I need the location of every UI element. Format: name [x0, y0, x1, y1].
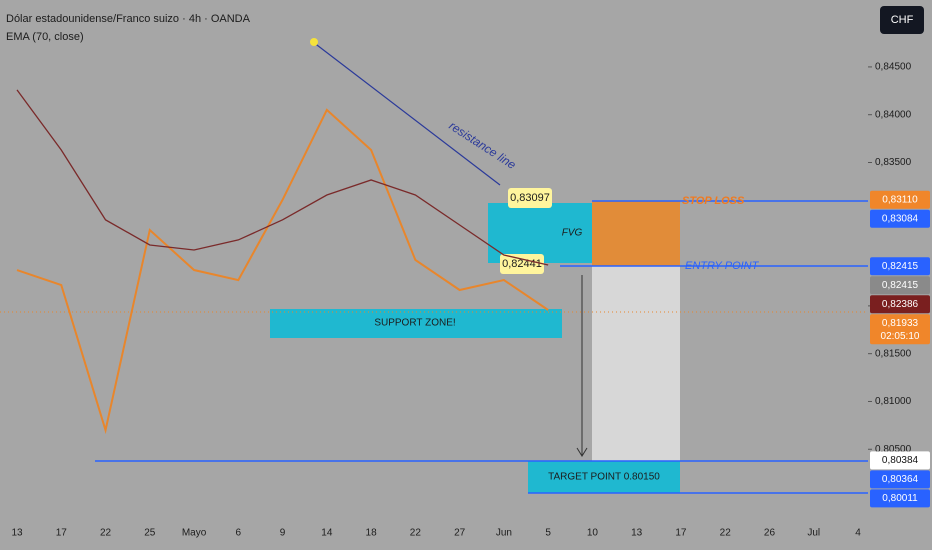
- x-tick-label: Jun: [496, 528, 512, 539]
- price-label: 0,83084: [882, 213, 919, 224]
- price-label-box: [870, 470, 930, 489]
- y-tick-label: 0,81500: [875, 348, 912, 359]
- price-label: 0,82415: [882, 280, 919, 291]
- x-tick-label: 4: [855, 528, 861, 539]
- x-tick-label: 22: [720, 528, 732, 539]
- y-tick-label: 0,84500: [875, 62, 912, 73]
- price-label: 0,83110: [882, 194, 918, 205]
- x-tick-label: Mayo: [182, 528, 207, 539]
- x-tick-label: 25: [144, 528, 156, 539]
- entry-label: ENTRY POINT: [685, 260, 760, 272]
- price-label-box: [870, 314, 930, 345]
- x-tick-label: 27: [454, 528, 466, 539]
- x-tick-label: Jul: [807, 528, 820, 539]
- series-line: [16, 108, 549, 435]
- price-label: 0,80384: [882, 455, 919, 466]
- x-tick-label: 22: [410, 528, 422, 539]
- currency-button-label[interactable]: CHF: [891, 14, 914, 26]
- stop-zone: [592, 201, 680, 266]
- target-label: TARGET POINT 0.80150: [548, 472, 660, 483]
- marker: [310, 38, 318, 46]
- indicator-label: EMA (70, close): [6, 31, 84, 43]
- chart-title: Dólar estadounidense/Franco suizo · 4h ·…: [6, 13, 251, 25]
- price-box: [500, 254, 544, 274]
- price-label-box: [870, 451, 930, 470]
- target-zone: [592, 266, 680, 461]
- x-tick-label: 5: [545, 528, 551, 539]
- currency-button[interactable]: [880, 6, 924, 34]
- price-label: 0,80011: [882, 493, 918, 504]
- target-box: [528, 461, 680, 493]
- price-box: [508, 188, 552, 208]
- arrow-head: [576, 447, 588, 457]
- x-tick-label: 26: [764, 528, 776, 539]
- price-label: 0,81933: [882, 318, 919, 329]
- y-tick-label: 0,83500: [875, 157, 912, 168]
- resistance-line: [312, 41, 501, 186]
- y-tick-label: 0,80500: [875, 444, 912, 455]
- price-label: 0,82415: [882, 261, 919, 272]
- countdown: 02:05:10: [881, 331, 920, 342]
- y-tick-label: 0,81000: [875, 396, 912, 407]
- price-label-box: [870, 489, 930, 508]
- x-tick-label: 22: [100, 528, 112, 539]
- fvg-label: FVG: [562, 228, 583, 239]
- support-label: SUPPORT ZONE!: [374, 318, 455, 329]
- price-label: 0,82386: [882, 299, 919, 310]
- support-zone: [270, 309, 562, 338]
- x-tick-label: 6: [236, 528, 242, 539]
- x-tick-label: 17: [675, 528, 687, 539]
- series-line: [16, 89, 549, 266]
- fvg-zone: [488, 203, 592, 263]
- y-tick-label: 0,84000: [875, 109, 912, 120]
- x-tick-label: 14: [321, 528, 333, 539]
- resistance-label: resistance line: [446, 119, 518, 173]
- price-label-box: [870, 276, 930, 295]
- x-tick-label: 13: [11, 528, 23, 539]
- stop-loss-label: STOP LOSS: [682, 195, 745, 207]
- x-tick-label: 17: [56, 528, 68, 539]
- x-tick-label: 13: [631, 528, 643, 539]
- x-tick-label: 18: [366, 528, 378, 539]
- price-label-box: [870, 257, 930, 276]
- x-tick-label: 10: [587, 528, 599, 539]
- price-label-box: [870, 190, 930, 209]
- box-label: 0,83097: [510, 192, 550, 204]
- price-label-box: [870, 295, 930, 314]
- x-tick-label: 9: [280, 528, 286, 539]
- price-label: 0,80364: [882, 474, 919, 485]
- price-label-box: [870, 209, 930, 228]
